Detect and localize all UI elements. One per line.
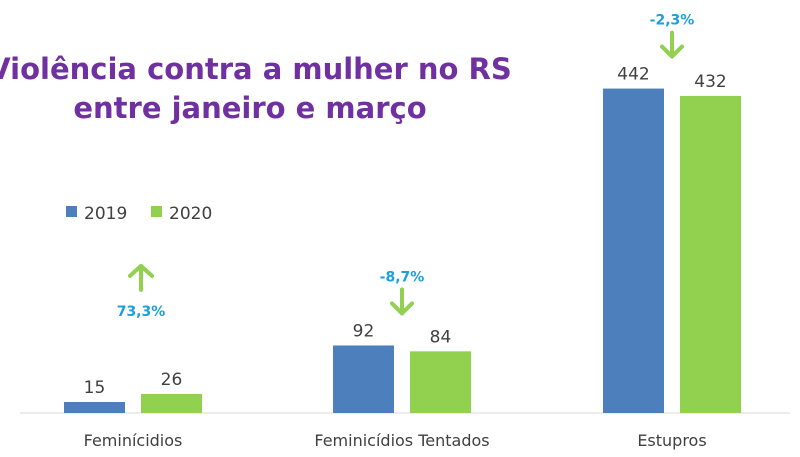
category-label-3: Estupros [637,431,706,450]
category-label-2: Feminicídios Tentados [314,431,489,450]
bar-2019-3 [603,88,664,414]
bar-2019-1 [64,401,125,413]
category-label-1: Feminícidios [84,431,183,450]
value-label-2020-3: 432 [694,72,726,92]
value-label-2020-1: 26 [161,370,183,390]
bar-2019-2 [333,345,394,413]
value-label-2019-1: 15 [84,378,106,398]
arrow-down-icon-3 [660,30,684,59]
chart-title-line-1: Violência contra a mulher no RS [0,52,512,86]
legend-swatch-2020 [151,206,162,217]
arrow-down-icon-2 [390,287,414,316]
legend-swatch-2019 [66,206,77,217]
legend-label-2020: 2020 [169,204,212,224]
change-indicators: 73,3% -8,7% -2,3% [117,13,695,320]
bars [64,88,741,414]
bar-2020-1 [141,393,202,413]
change-label-3: -2,3% [650,13,695,29]
arrow-up-icon-1 [128,263,154,292]
value-labels: 15 26 92 84 442 432 [84,65,727,398]
value-label-2019-3: 442 [617,65,649,85]
value-label-2020-2: 84 [430,327,452,347]
bar-2020-2 [410,351,471,413]
value-label-2019-2: 92 [353,321,375,341]
chart-title-line-2: entre janeiro e março [73,91,426,125]
change-label-2: -8,7% [380,269,425,285]
legend-label-2019: 2019 [84,204,127,224]
legend: 2019 2020 [66,204,212,224]
bar-2020-3 [680,95,741,414]
change-label-1: 73,3% [117,304,166,320]
chart-title: Violência contra a mulher no RS entre ja… [0,52,512,125]
category-labels: Feminícidios Feminicídios Tentados Estupro… [84,431,707,450]
